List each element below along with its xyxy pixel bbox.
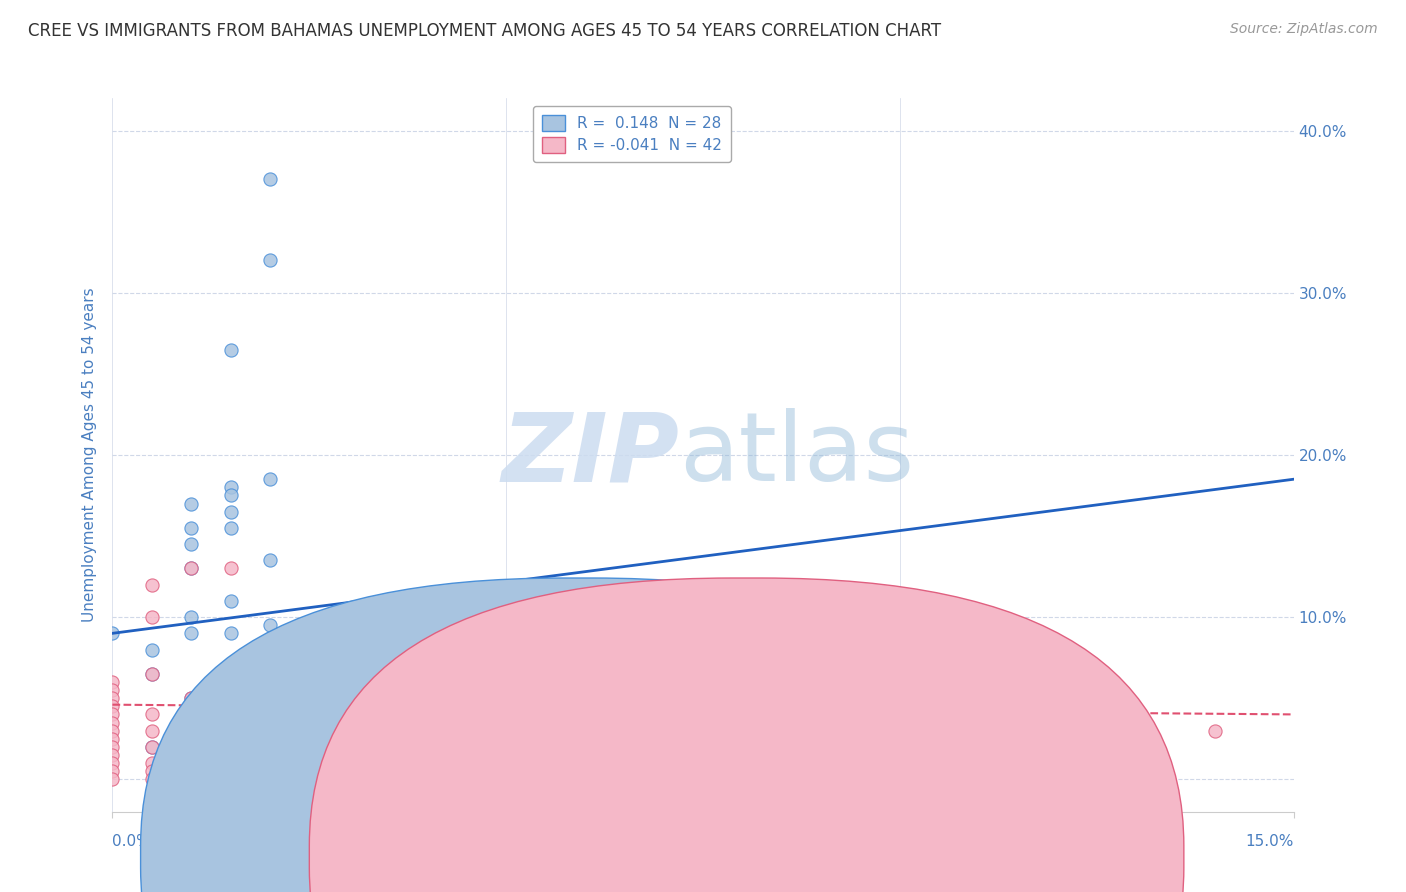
Point [259, 739, 281, 754]
Point [1046, 683, 1069, 698]
Point [101, 772, 124, 787]
Point [101, 731, 124, 746]
Point [141, 666, 163, 681]
Point [101, 683, 124, 698]
Point [101, 675, 124, 690]
Point [1125, 715, 1147, 730]
Point [219, 739, 242, 754]
Legend: R =  0.148  N = 28, R = -0.041  N = 42: R = 0.148 N = 28, R = -0.041 N = 42 [533, 106, 731, 162]
Point [101, 691, 124, 706]
Point [259, 472, 281, 486]
Point [495, 691, 517, 706]
Point [1204, 723, 1226, 738]
Point [259, 172, 281, 186]
Point [101, 747, 124, 762]
Point [141, 772, 163, 787]
Point [298, 739, 321, 754]
Point [219, 594, 242, 608]
Point [180, 561, 202, 575]
Point [574, 723, 596, 738]
Point [180, 756, 202, 770]
Point [101, 756, 124, 770]
Point [180, 691, 202, 706]
Point [219, 707, 242, 722]
Point [180, 756, 202, 770]
Point [101, 699, 124, 714]
Point [141, 707, 163, 722]
Text: 15.0%: 15.0% [1246, 834, 1294, 849]
Point [180, 537, 202, 551]
Point [101, 707, 124, 722]
Point [180, 723, 202, 738]
Point [259, 618, 281, 632]
Point [219, 521, 242, 535]
Point [219, 707, 242, 722]
Point [298, 707, 321, 722]
Point [141, 666, 163, 681]
Point [219, 626, 242, 640]
Point [219, 480, 242, 494]
Point [219, 756, 242, 770]
Point [101, 764, 124, 779]
Point [180, 610, 202, 624]
Text: Cree: Cree [602, 850, 637, 864]
Text: CREE VS IMMIGRANTS FROM BAHAMAS UNEMPLOYMENT AMONG AGES 45 TO 54 YEARS CORRELATI: CREE VS IMMIGRANTS FROM BAHAMAS UNEMPLOY… [28, 22, 941, 40]
Point [101, 626, 124, 640]
Point [141, 739, 163, 754]
Text: atlas: atlas [679, 409, 914, 501]
Point [141, 756, 163, 770]
Point [180, 626, 202, 640]
Point [219, 756, 242, 770]
Point [141, 764, 163, 779]
Point [101, 739, 124, 754]
Point [180, 561, 202, 575]
Point [259, 707, 281, 722]
Point [298, 764, 321, 779]
Point [101, 723, 124, 738]
Text: Source: ZipAtlas.com: Source: ZipAtlas.com [1230, 22, 1378, 37]
Text: Immigrants from Bahamas: Immigrants from Bahamas [770, 850, 974, 864]
Point [101, 715, 124, 730]
Point [219, 505, 242, 519]
Point [652, 707, 675, 722]
Point [141, 723, 163, 738]
Point [219, 561, 242, 575]
Y-axis label: Unemployment Among Ages 45 to 54 years: Unemployment Among Ages 45 to 54 years [82, 287, 97, 623]
Point [1046, 675, 1069, 690]
Point [219, 691, 242, 706]
Point [180, 521, 202, 535]
Point [180, 497, 202, 511]
Point [141, 610, 163, 624]
Point [141, 642, 163, 657]
Point [141, 739, 163, 754]
Text: ZIP: ZIP [502, 409, 679, 501]
Point [219, 488, 242, 502]
Point [141, 577, 163, 591]
Point [180, 691, 202, 706]
Point [219, 343, 242, 357]
Point [259, 553, 281, 567]
Point [259, 253, 281, 268]
Text: 0.0%: 0.0% [112, 834, 152, 849]
Point [889, 683, 911, 698]
